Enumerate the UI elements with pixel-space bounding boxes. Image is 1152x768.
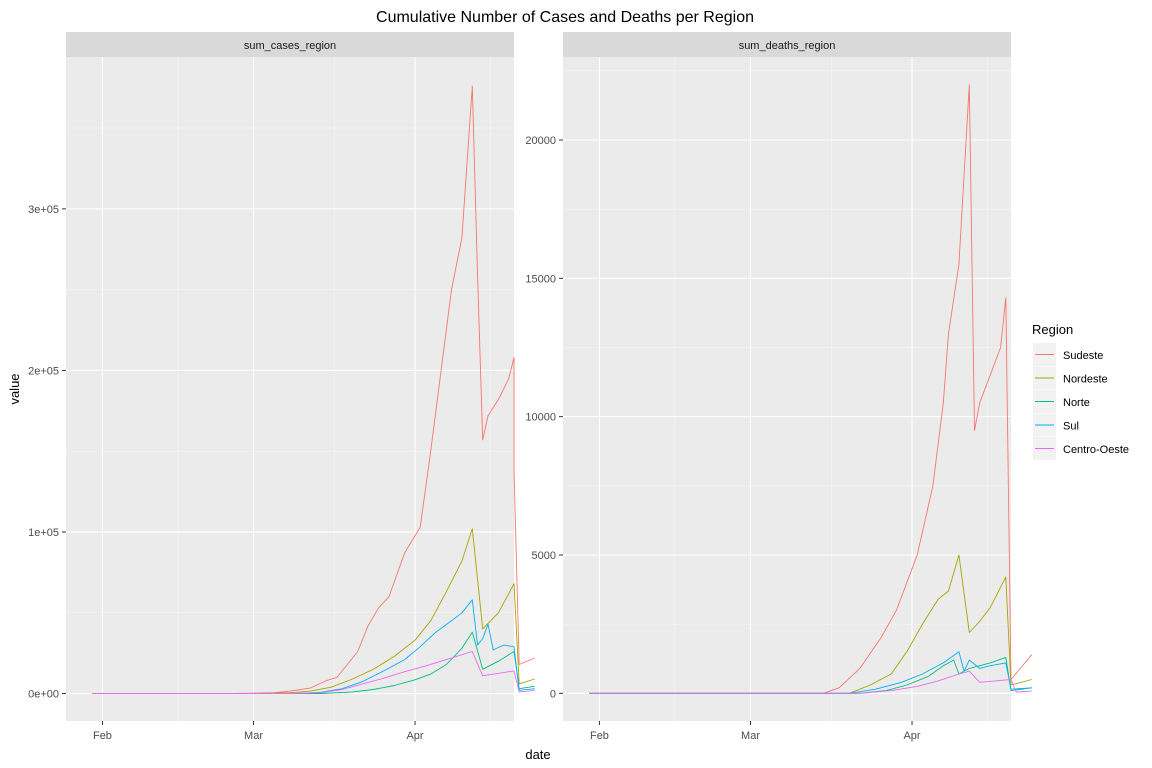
x-axis-title: date — [525, 747, 550, 762]
x-tick-label: Mar — [741, 730, 760, 742]
y-tick-label: 2e+05 — [28, 365, 59, 377]
series-line-sudeste — [589, 84, 1033, 694]
panel-deaths-background — [563, 57, 1011, 721]
series-line-centro-oeste — [589, 670, 1032, 694]
y-tick-label: 20000 — [525, 135, 556, 147]
panel-cases-axes: 0e+00 1e+05 2e+05 3e+05 Feb Mar Apr — [28, 204, 424, 742]
x-tick-label: Apr — [406, 730, 423, 742]
y-axis-title: value — [7, 373, 22, 404]
panel-deaths-axes: 0 5000 10000 15000 20000 Feb Mar Apr — [525, 135, 921, 742]
legend-label: Centro-Oeste — [1063, 444, 1129, 456]
legend-title: Region — [1032, 322, 1073, 337]
series-line-nordeste — [92, 528, 535, 694]
legend: Sudeste Nordeste Norte Sul Centro-Oeste — [1033, 343, 1129, 460]
y-tick-label: 0e+00 — [28, 689, 59, 701]
series-line-nordeste — [589, 554, 1032, 694]
panel-cases-background — [66, 57, 514, 721]
legend-label: Nordeste — [1063, 374, 1108, 386]
panel-cases-series — [92, 85, 535, 694]
legend-label: Sudeste — [1063, 350, 1103, 362]
panel-strip-deaths-label: sum_deaths_region — [739, 40, 836, 52]
legend-label: Norte — [1063, 397, 1090, 409]
panel-deaths-series — [589, 84, 1033, 694]
legend-label: Sul — [1063, 421, 1079, 433]
y-tick-label: 5000 — [532, 550, 556, 562]
y-tick-label: 10000 — [525, 412, 556, 424]
x-tick-label: Apr — [903, 730, 920, 742]
series-line-sul — [589, 651, 1032, 694]
x-tick-label: Feb — [93, 730, 112, 742]
x-tick-label: Mar — [244, 730, 263, 742]
chart-title: Cumulative Number of Cases and Deaths pe… — [376, 9, 754, 26]
x-tick-label: Feb — [590, 730, 609, 742]
panel-strip-cases — [66, 32, 514, 57]
series-line-norte — [92, 631, 535, 694]
y-tick-label: 1e+05 — [28, 527, 59, 539]
panel-strip-cases-label: sum_cases_region — [244, 40, 336, 52]
y-tick-label: 0 — [550, 688, 556, 700]
series-line-centro-oeste — [92, 651, 535, 694]
y-tick-label: 3e+05 — [28, 204, 59, 216]
panel-strip-deaths — [563, 32, 1011, 57]
series-line-sudeste — [92, 85, 535, 694]
series-line-sul — [92, 599, 535, 694]
y-tick-label: 15000 — [525, 273, 556, 285]
series-line-norte — [589, 656, 1032, 694]
